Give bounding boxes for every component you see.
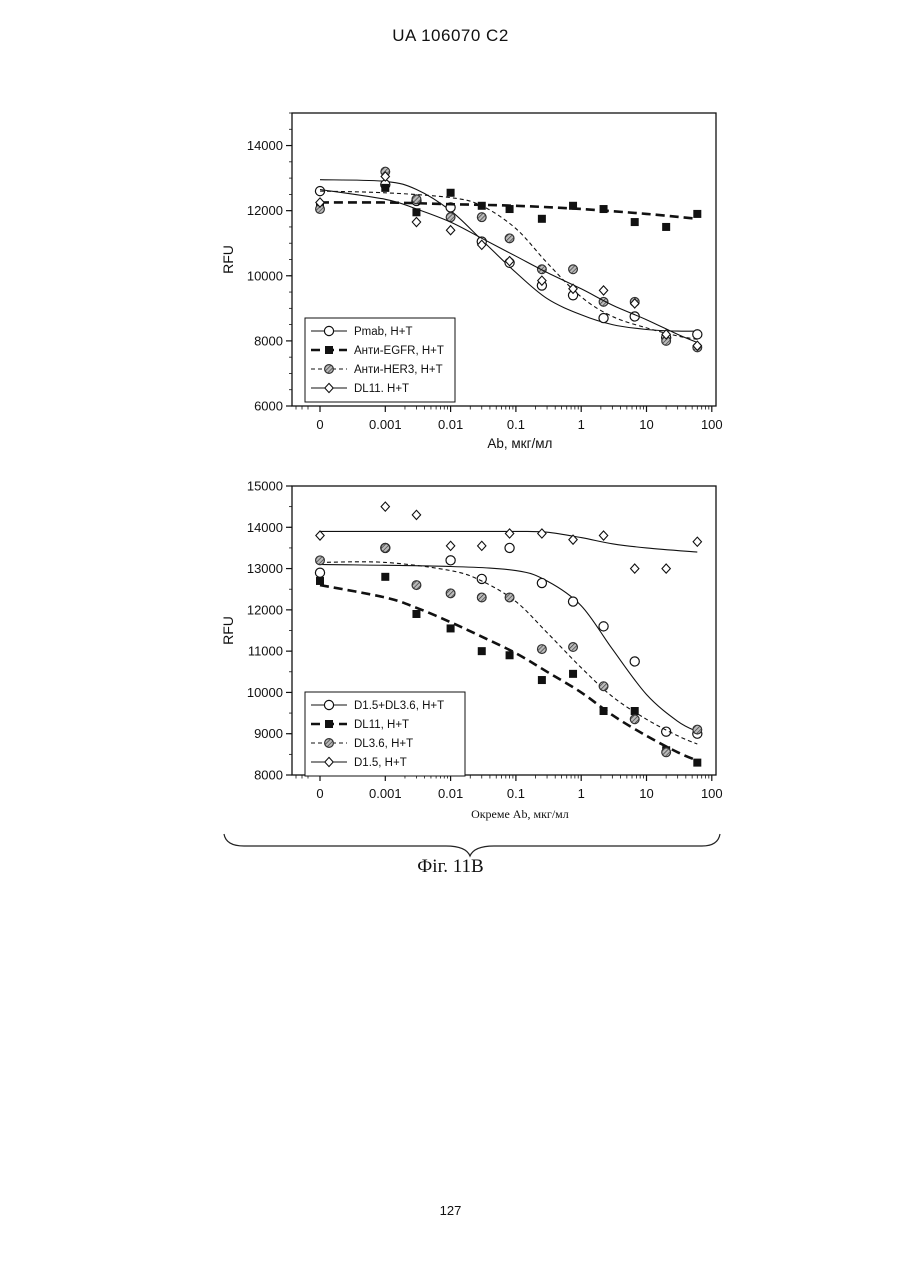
data-point xyxy=(599,531,607,540)
y-tick-label: 13000 xyxy=(247,561,283,576)
legend-marker xyxy=(324,700,333,709)
data-point xyxy=(478,541,486,550)
data-point xyxy=(569,643,578,652)
data-point xyxy=(446,556,455,565)
y-tick-label: 12000 xyxy=(247,602,283,617)
x-tick-label: 0 xyxy=(316,786,323,801)
data-point xyxy=(631,707,639,715)
x-tick-label: 100 xyxy=(701,786,723,801)
data-point xyxy=(316,577,324,585)
x-tick-label: 0.01 xyxy=(438,786,463,801)
data-point xyxy=(381,502,389,511)
y-tick-label: 9000 xyxy=(254,726,283,741)
data-point xyxy=(693,537,701,546)
series-4 xyxy=(316,502,702,573)
data-point xyxy=(537,645,546,654)
data-point xyxy=(569,670,577,678)
data-point xyxy=(599,622,608,631)
data-point xyxy=(630,657,639,666)
data-point xyxy=(316,556,325,565)
x-tick-label: 0.1 xyxy=(507,786,525,801)
y-tick-label: 11000 xyxy=(248,644,283,659)
data-point xyxy=(381,573,389,581)
y-tick-label: 14000 xyxy=(247,520,283,535)
data-point xyxy=(693,759,701,767)
data-point xyxy=(477,574,486,583)
data-point xyxy=(446,541,454,550)
x-axis-label: Окреме Ab, мкг/мл xyxy=(471,807,569,821)
data-point xyxy=(505,543,514,552)
data-point xyxy=(537,578,546,587)
data-point xyxy=(600,707,608,715)
page-number: 127 xyxy=(0,1203,901,1218)
data-point xyxy=(447,624,455,632)
data-point xyxy=(412,581,421,590)
x-tick-label: 1 xyxy=(578,786,585,801)
data-point xyxy=(630,715,639,724)
legend-label: D1.5, H+T xyxy=(354,757,407,769)
data-point xyxy=(446,589,455,598)
data-point xyxy=(568,597,577,606)
y-tick-label: 15000 xyxy=(247,479,283,494)
data-point xyxy=(315,568,324,577)
x-tick-label: 0.001 xyxy=(369,786,402,801)
chart-bottom: 8000 9000 10000 11000 12000 13000 14000 15000 0 0… xyxy=(0,0,901,860)
x-tick-label: 10 xyxy=(639,786,653,801)
legend-label: D1.5+DL3.6, H+T xyxy=(354,700,444,712)
legend-marker xyxy=(325,739,334,748)
data-point xyxy=(538,676,546,684)
figure-caption: Фіг. 11B xyxy=(0,856,901,878)
data-point xyxy=(506,651,514,659)
data-point xyxy=(631,564,639,573)
data-point xyxy=(477,593,486,602)
data-point xyxy=(505,529,513,538)
data-point xyxy=(412,510,420,519)
y-tick-label: 10000 xyxy=(247,685,283,700)
y-axis-label: RFU xyxy=(220,616,236,645)
data-point xyxy=(662,748,671,757)
data-point xyxy=(478,647,486,655)
data-point xyxy=(662,564,670,573)
data-point xyxy=(412,610,420,618)
legend-label: DL11, H+T xyxy=(354,719,409,731)
data-point xyxy=(693,725,702,734)
data-point xyxy=(505,593,514,602)
data-point xyxy=(316,531,324,540)
legend-label: DL3.6, H+T xyxy=(354,738,413,750)
data-point xyxy=(381,544,390,553)
data-point xyxy=(538,529,546,538)
data-point xyxy=(599,682,608,691)
legend-marker xyxy=(325,720,333,728)
y-tick-label: 8000 xyxy=(254,768,283,783)
